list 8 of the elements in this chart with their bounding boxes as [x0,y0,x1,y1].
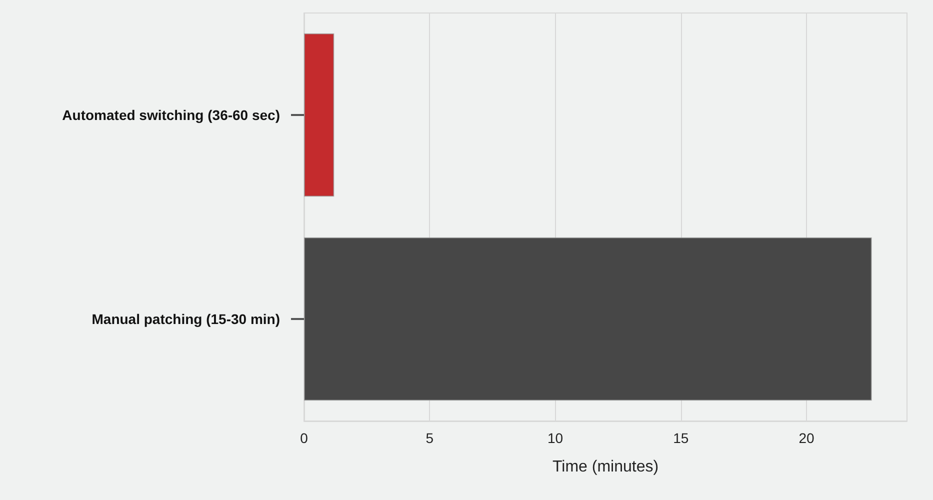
x-tick-label: 15 [673,430,689,446]
y-tick-label: Automated switching (36-60 sec) [62,107,280,123]
x-tick-label: 10 [547,430,564,446]
x-tick-label: 20 [798,430,814,446]
y-tick-label: Manual patching (15-30 min) [92,311,280,327]
x-axis-title: Time (minutes) [552,458,659,476]
x-tick-label: 0 [300,430,308,446]
x-tick-label: 5 [426,430,434,446]
